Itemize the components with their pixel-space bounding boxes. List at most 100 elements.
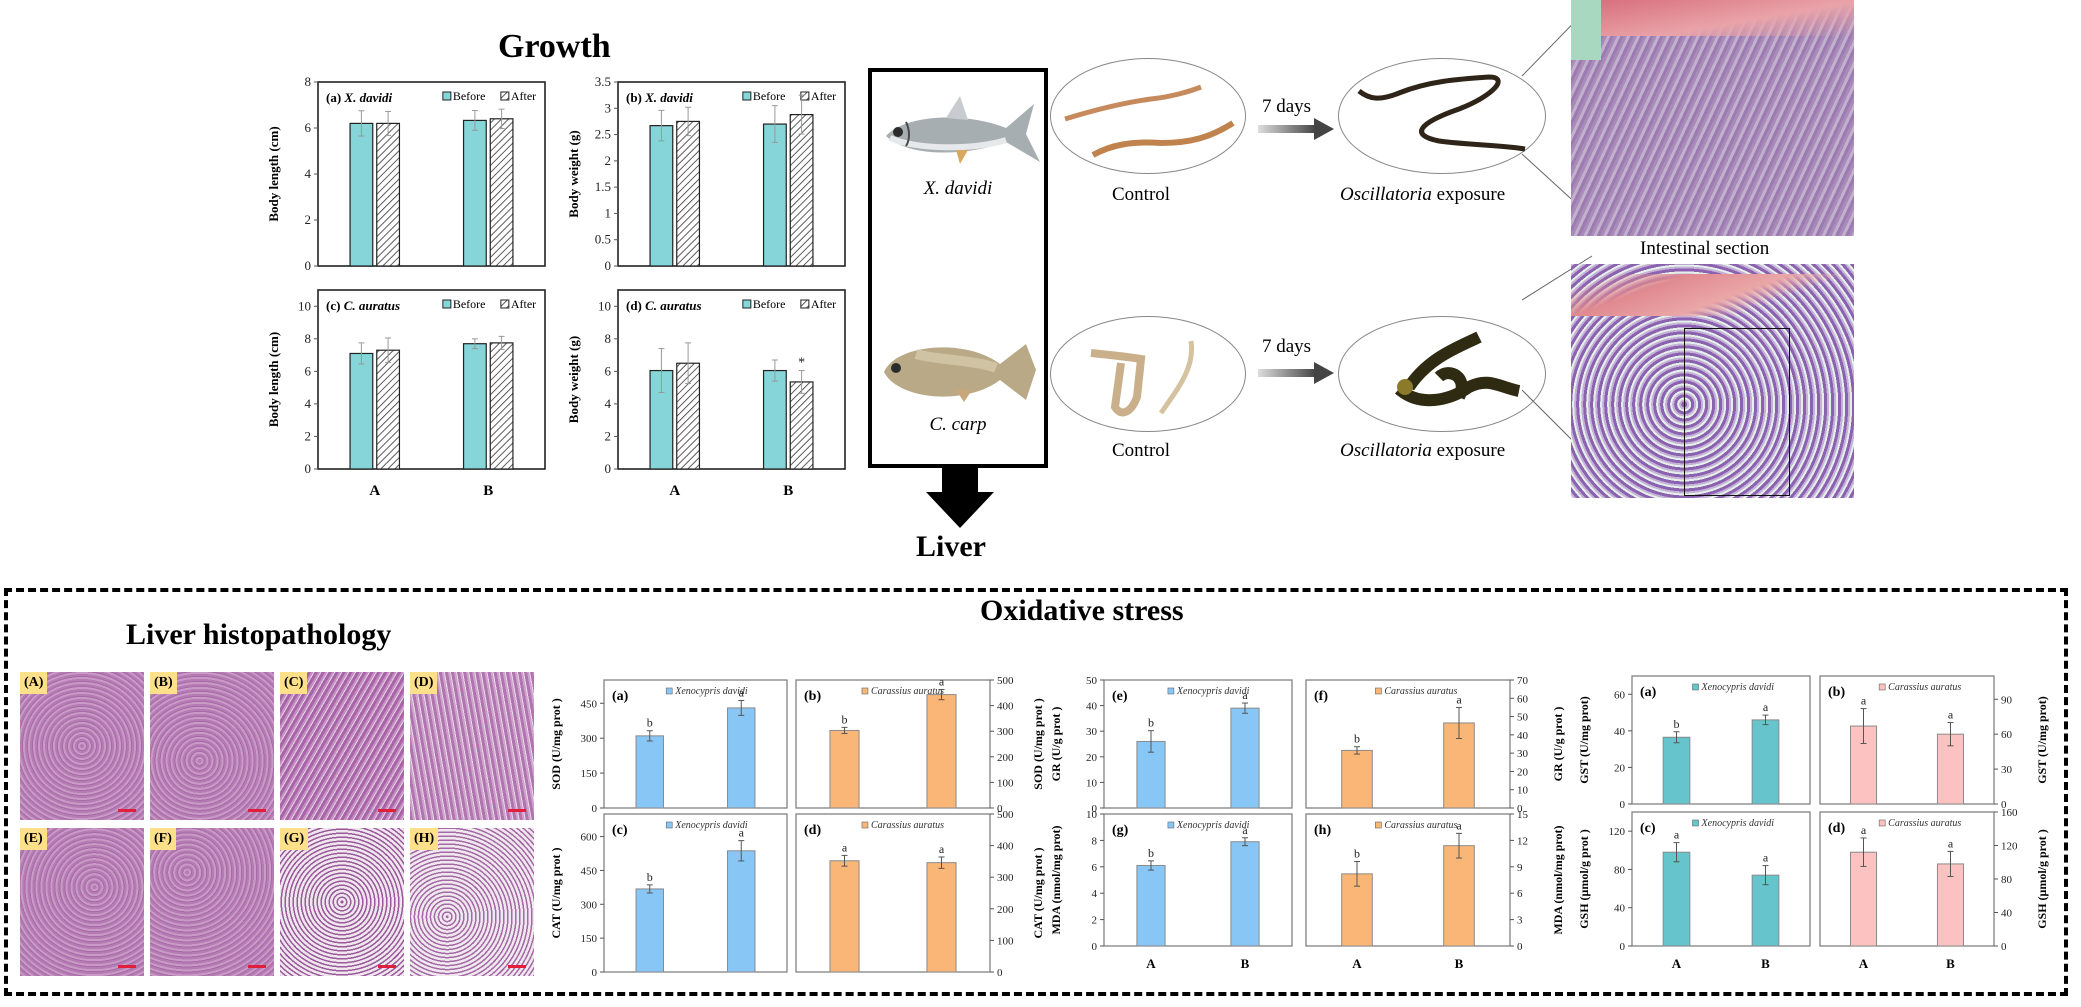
y-tick-label: 8 [605, 331, 612, 346]
y-axis-label: GSH (μmol/g prot ) [2035, 829, 2049, 929]
panel-label: (b) [1828, 685, 1845, 700]
carassius-fish-image [884, 344, 1036, 402]
y-tick-label: 4 [605, 396, 612, 411]
y-tick-label: 10 [298, 298, 311, 313]
y-tick-label: 8 [305, 331, 312, 346]
significance-label: a [1763, 700, 1769, 714]
panel-label: (H) [410, 828, 439, 850]
control-gut-circle-1 [1050, 58, 1246, 174]
legend-label: Xenocypris davidi [674, 820, 748, 831]
y-tick-label: 10 [1517, 785, 1529, 797]
significance-label: a [739, 685, 745, 699]
plot-frame [1631, 811, 1811, 947]
histology-panel: (G) [280, 828, 404, 976]
plot-frame [603, 813, 788, 973]
histology-panel: (A) [20, 672, 144, 820]
bar [462, 343, 487, 470]
bar [762, 123, 787, 267]
y-tick-label: 6 [605, 363, 612, 378]
legend-label-after: After [511, 297, 536, 311]
bar [1341, 749, 1373, 809]
plot-frame [603, 679, 788, 809]
panel-label: (b) X. davidi [626, 90, 693, 105]
exposure-label-1: Oscillatoria exposure [1340, 184, 1505, 206]
bar [926, 694, 957, 809]
scale-bar [118, 965, 136, 968]
legend-swatch [665, 821, 673, 829]
panel-label: (c) [1640, 821, 1656, 836]
x-tick-label: B [1455, 956, 1464, 971]
x-tick-label: B [483, 483, 493, 499]
chart-svg: 0 0.5 1 1.5 2 2.5 3 3.5 Body weight (g) (b) X. da… [566, 74, 846, 273]
days-label-2: 7 days [1262, 336, 1312, 357]
right-arrow-icon [1258, 362, 1334, 384]
panel-label: (d) [1828, 821, 1845, 836]
panel-label: (c) [612, 823, 628, 838]
y-tick-label: 300 [581, 899, 598, 911]
panel-label: (E) [20, 828, 47, 850]
legend-label: Xenocypris davidi [1701, 682, 1775, 693]
plot-frame [1103, 679, 1293, 809]
xenocypris-fish-image [886, 96, 1040, 164]
y-tick-label: 300 [997, 872, 1014, 884]
intestinal-section-image-1 [1571, 0, 1854, 236]
panel-label: (a) [1640, 685, 1657, 700]
y-tick-label: 10 [1086, 809, 1098, 821]
y-tick-label: 50 [1517, 712, 1529, 724]
y-axis-label: GSH (μmol/g prot ) [1577, 829, 1591, 929]
y-tick-label: 0 [2001, 941, 2007, 953]
sod-chart-b: 0 100 200 300 400 500 SOD (U/mg prot ) (b) Caras… [790, 672, 1060, 815]
bar [1662, 736, 1691, 805]
exposure-label-2: Oscillatoria exposure [1340, 440, 1505, 462]
y-axis-label: CAT (U/mg prot ) [1031, 848, 1045, 939]
y-tick-label: 0 [605, 461, 612, 476]
legend-label-after: After [811, 297, 836, 311]
liver-results-panel [4, 588, 2068, 996]
y-tick-label: 60 [1517, 693, 1529, 705]
scale-bar [378, 965, 396, 968]
significance-label: b [1354, 732, 1360, 746]
x-tick-label: A [1859, 956, 1869, 971]
bar [635, 735, 664, 809]
y-tick-label: 600 [581, 832, 598, 844]
exposure-gut-circle-1 [1338, 58, 1546, 174]
sod-chart-a: 0 150 300 450 SOD (U/mg prot ) (a) Xenocypris … [540, 672, 795, 815]
panel-label: (f) [1314, 689, 1328, 704]
exposure-gut-image [1357, 74, 1526, 152]
days-label-1: 7 days [1262, 96, 1312, 117]
x-tick-label: B [1241, 956, 1250, 971]
control-gut-circle-2 [1050, 316, 1246, 432]
significance-label: b [1674, 717, 1680, 731]
chart-svg: 0 10 20 30 40 50 60 70 GR (U/g prot ) (f) Carassiu… [1305, 675, 1565, 815]
plot-frame [1103, 813, 1293, 947]
panel-label: (a) [612, 689, 629, 704]
bar [1936, 863, 1965, 947]
legend-label-before: Before [753, 297, 786, 311]
chart-svg: 0 2 4 6 8 10 Body length (cm) (c) C. auratus Bef… [266, 289, 546, 499]
exposure-organism: Oscillatoria [1340, 440, 1432, 461]
y-tick-label: 60 [1614, 689, 1626, 701]
chart-svg: 0 2 4 6 8 10 Body weight (g) (d) C. auratus Befo… [566, 289, 846, 499]
x-tick-label: B [1761, 956, 1770, 971]
species-name: X. davidi [644, 90, 693, 105]
plot-frame [1305, 679, 1511, 809]
y-tick-label: 80 [1614, 864, 1626, 876]
gr-chart-e: 0 10 20 30 40 50 GR (U/g prot ) (e) Xenocypris d… [1040, 672, 1300, 815]
histology-panel: (D) [410, 672, 534, 820]
y-tick-label: 6 [305, 120, 312, 135]
bar [1230, 841, 1260, 947]
y-tick-label: 8 [1092, 835, 1098, 847]
legend-label: Xenocypris davidi [1176, 820, 1250, 831]
bar [926, 862, 957, 973]
fish-species-box: X. davidi C. carp [868, 68, 1048, 468]
y-tick-label: 40 [1614, 726, 1626, 738]
chart-svg: 0 150 300 450 SOD (U/mg prot ) (a) Xenocypris … [549, 679, 788, 815]
significance-label: b [842, 712, 848, 726]
plot-frame [1819, 811, 1995, 947]
y-axis-label: MDA (nmol/mg prot) [1049, 825, 1063, 934]
bar [635, 888, 664, 973]
y-tick-label: 400 [997, 701, 1014, 713]
panel-label: (e) [1112, 689, 1128, 704]
y-axis-label: Body weight (g) [566, 130, 581, 217]
significance-label: b [647, 870, 653, 884]
